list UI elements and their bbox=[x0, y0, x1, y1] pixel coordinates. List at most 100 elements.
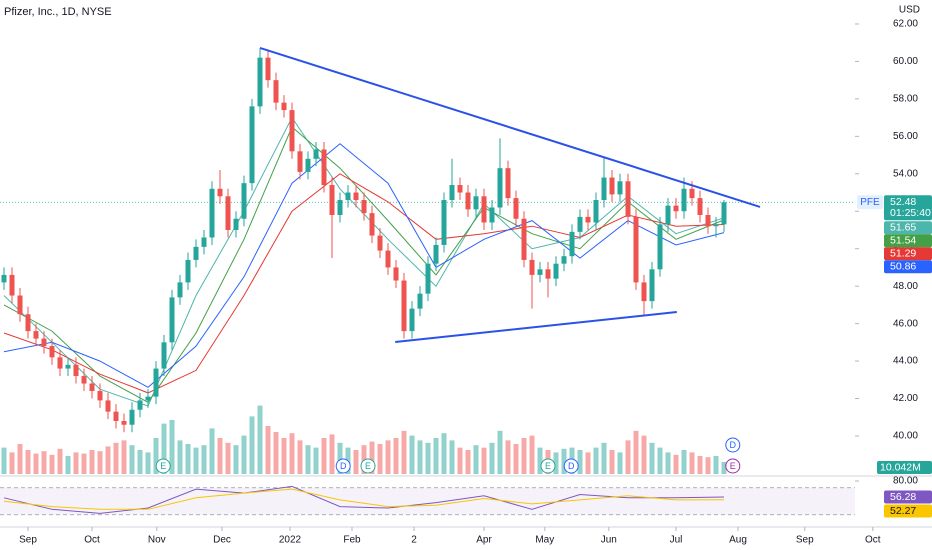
x-tick-label: Sep bbox=[796, 535, 814, 546]
x-tick-label: Sep bbox=[19, 535, 37, 546]
volume-bar bbox=[505, 440, 511, 474]
volume-bar bbox=[289, 433, 295, 474]
candle-body bbox=[433, 244, 439, 264]
candle-body bbox=[713, 224, 719, 227]
volume-bar bbox=[209, 428, 215, 474]
volume-bar bbox=[257, 405, 263, 474]
volume-bar bbox=[193, 447, 199, 474]
volume-bar bbox=[721, 461, 727, 474]
volume-bar bbox=[49, 454, 55, 474]
candle-body bbox=[369, 213, 375, 236]
volume-bar bbox=[105, 446, 111, 474]
volume-bar bbox=[81, 453, 87, 474]
candle-body bbox=[81, 376, 87, 384]
event-label: E bbox=[365, 461, 371, 471]
volume-bar bbox=[321, 438, 327, 474]
candle-body bbox=[161, 342, 167, 369]
event-badge bbox=[725, 458, 741, 474]
price-badge-bg bbox=[884, 195, 932, 221]
candle-body bbox=[233, 218, 239, 230]
volume-bar bbox=[169, 420, 175, 474]
candle-body bbox=[113, 411, 119, 422]
volume-bar bbox=[57, 448, 63, 474]
x-tick-label: Jul bbox=[670, 535, 683, 546]
candle-body bbox=[265, 57, 271, 81]
rsi-line bbox=[3, 488, 725, 510]
x-tick-label: Nov bbox=[148, 535, 166, 546]
candle-body bbox=[401, 280, 407, 332]
candle-body bbox=[673, 205, 679, 212]
volume-bar bbox=[241, 435, 247, 474]
volume-bar bbox=[41, 451, 47, 474]
volume-bar bbox=[417, 440, 423, 474]
moving-average bbox=[3, 143, 725, 388]
candle-body bbox=[625, 181, 631, 217]
candle-body bbox=[593, 200, 599, 223]
volume-bar bbox=[481, 447, 487, 474]
volume-bar bbox=[705, 457, 711, 474]
volume-bar bbox=[681, 450, 687, 474]
volume-bar bbox=[537, 447, 543, 474]
candle-body bbox=[329, 185, 335, 215]
candle-body bbox=[601, 177, 607, 201]
volume-bar bbox=[449, 440, 455, 474]
currency: USD bbox=[899, 5, 920, 16]
candle-body bbox=[641, 282, 647, 302]
candle-body bbox=[217, 188, 223, 197]
volume-bar bbox=[473, 445, 479, 474]
candle-body bbox=[409, 308, 415, 332]
x-tick-label: Aug bbox=[729, 535, 747, 546]
candle-body bbox=[561, 256, 567, 264]
event-label: E bbox=[545, 461, 551, 471]
volume-bar bbox=[201, 445, 207, 474]
volume-bar bbox=[401, 430, 407, 474]
volume-bar bbox=[225, 442, 231, 474]
candle-body bbox=[705, 214, 711, 227]
candle-body bbox=[465, 192, 471, 210]
candle-body bbox=[145, 396, 151, 401]
candle-body bbox=[633, 216, 639, 283]
candle-body bbox=[353, 192, 359, 201]
y-tick-label: 62.00 bbox=[893, 19, 918, 30]
volume-bar bbox=[89, 450, 95, 474]
candle-body bbox=[249, 106, 255, 184]
candle-body bbox=[137, 400, 143, 410]
volume-bar bbox=[665, 452, 671, 474]
volume-bar bbox=[713, 456, 719, 474]
volume-bar bbox=[593, 447, 599, 474]
event-marker: E bbox=[540, 458, 556, 474]
candle-body bbox=[345, 192, 351, 201]
event-badge bbox=[540, 458, 556, 474]
rsi-line bbox=[3, 485, 725, 514]
volume-bar bbox=[329, 434, 335, 474]
volume-bar bbox=[273, 432, 279, 474]
candle-body bbox=[281, 102, 287, 111]
volume-bar bbox=[617, 452, 623, 474]
candle-body bbox=[1, 274, 7, 283]
volume-bar bbox=[585, 452, 591, 474]
volume-bar bbox=[353, 450, 359, 474]
ma-badge: 51.65 bbox=[890, 222, 916, 234]
event-marker: E bbox=[360, 458, 376, 474]
x-tick-label: Apr bbox=[476, 535, 492, 546]
volume-bar bbox=[385, 440, 391, 474]
event-label: D bbox=[730, 440, 737, 450]
volume-bar bbox=[657, 447, 663, 474]
candle-body bbox=[57, 357, 63, 369]
volume-bar bbox=[1, 447, 7, 474]
volume-bar bbox=[65, 456, 71, 474]
ma-badge: 51.29 bbox=[890, 248, 916, 260]
volume-bar bbox=[553, 452, 559, 474]
volume-bar bbox=[625, 440, 631, 474]
symbol-badge-bg bbox=[857, 195, 883, 210]
moving-average bbox=[3, 173, 725, 394]
volume-bar bbox=[9, 452, 15, 474]
x-tick-label: Oct bbox=[865, 535, 881, 546]
candle-body bbox=[521, 218, 527, 260]
volume-bar bbox=[361, 445, 367, 474]
symbol-badge: PFE bbox=[860, 197, 880, 208]
chart-title: Pfizer, Inc., 1D, NYSE bbox=[4, 6, 112, 18]
candle-body bbox=[289, 110, 295, 152]
volume-bar bbox=[521, 438, 527, 474]
candle-body bbox=[529, 259, 535, 275]
